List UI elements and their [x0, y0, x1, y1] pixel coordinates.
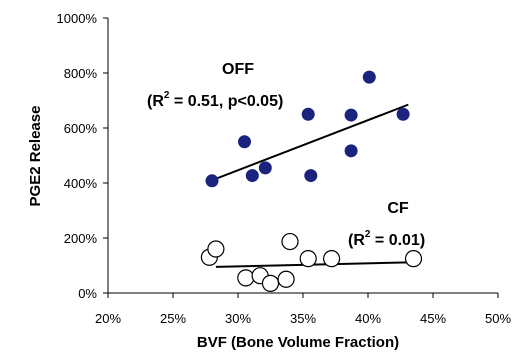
data-points	[200, 70, 423, 292]
off-stats-superscript: 2	[164, 90, 170, 101]
x-tick-label: 25%	[160, 311, 186, 326]
off-data-point	[205, 174, 219, 188]
cf-data-point	[277, 270, 295, 288]
cf-data-point	[261, 274, 280, 292]
cf-data-point	[281, 232, 299, 251]
x-axis-ticks: 20% 25% 30% 35% 40% 45% 50%	[95, 293, 511, 326]
cf-data-point	[299, 250, 317, 268]
off-data-point	[245, 169, 259, 183]
off-data-point	[238, 135, 251, 149]
x-tick-label: 20%	[95, 311, 121, 326]
cf-data-point	[323, 250, 341, 268]
trendlines	[211, 103, 414, 268]
x-axis-title: BVF (Bone Volume Fraction)	[197, 334, 399, 351]
off-data-point	[362, 70, 376, 84]
off-data-point	[396, 107, 410, 121]
x-tick-label: 35%	[290, 311, 316, 326]
cf-stats-prefix: (R	[348, 232, 365, 249]
off-series-stats: (R2 = 0.51, p<0.05)	[147, 90, 283, 110]
off-data-point	[304, 169, 318, 183]
off-data-point	[301, 107, 315, 121]
y-axis-title: PGE2 Release	[27, 106, 44, 207]
cf-data-point	[207, 240, 225, 258]
x-tick-label: 30%	[225, 311, 251, 326]
cf-data-point	[237, 269, 255, 287]
off-stats-prefix: (R	[147, 93, 164, 110]
y-axis-ticks: 0% 200% 400% 600% 800% 1000%	[57, 11, 108, 301]
y-tick-label: 1000%	[57, 11, 98, 26]
cf-series-stats: (R2 = 0.01)	[348, 229, 425, 249]
off-data-point	[344, 144, 358, 158]
y-tick-label: 600%	[64, 121, 98, 136]
off-trendline	[211, 103, 409, 182]
off-series-label: OFF	[222, 61, 254, 78]
cf-stats-suffix: = 0.01)	[370, 232, 425, 249]
cf-series-label: CF	[387, 200, 409, 217]
cf-trendline	[215, 261, 414, 268]
off-data-point	[258, 161, 272, 175]
cf-data-point	[404, 250, 423, 268]
x-tick-label: 45%	[420, 311, 446, 326]
x-tick-label: 50%	[485, 311, 511, 326]
y-tick-label: 400%	[64, 176, 98, 191]
off-data-point	[344, 108, 358, 122]
x-tick-label: 40%	[355, 311, 381, 326]
off-stats-suffix: = 0.51, p<0.05)	[169, 93, 283, 110]
y-tick-label: 0%	[78, 286, 97, 301]
y-tick-label: 200%	[64, 231, 98, 246]
cf-stats-superscript: 2	[365, 229, 371, 240]
y-tick-label: 800%	[64, 66, 98, 81]
